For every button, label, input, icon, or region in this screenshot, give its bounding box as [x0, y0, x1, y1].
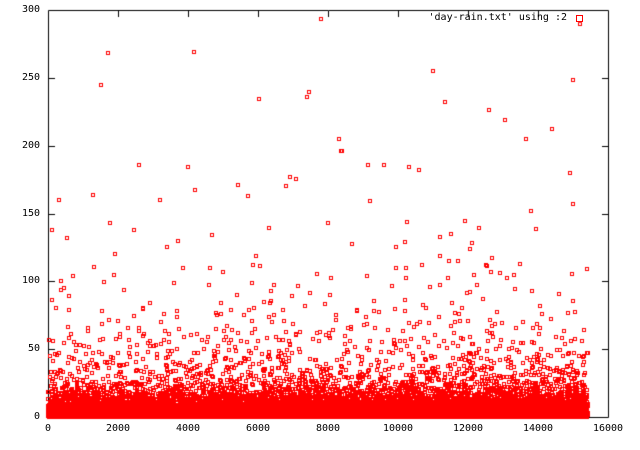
y-tick-label: 150: [21, 208, 40, 219]
y-tick-label: 50: [27, 343, 40, 354]
x-tick-label: 14000: [522, 423, 554, 434]
y-tick-label: 100: [21, 275, 40, 286]
x-tick-label: 8000: [315, 423, 341, 434]
x-tick-label: 6000: [245, 423, 271, 434]
x-tick-label: 0: [44, 423, 52, 434]
legend-label: 'day-rain.txt' using :2: [428, 12, 567, 23]
x-tick-label: 16000: [592, 423, 624, 434]
y-tick-label: 250: [21, 72, 40, 83]
x-tick-label: 4000: [175, 423, 201, 434]
legend: 'day-rain.txt' using :2: [429, 12, 583, 24]
x-tick-label: 10000: [382, 423, 414, 434]
y-tick-label: 0: [33, 411, 40, 422]
legend-marker-icon: [576, 14, 583, 22]
y-tick-label: 200: [21, 140, 40, 151]
x-tick-label: 2000: [105, 423, 131, 434]
x-tick-label: 12000: [452, 423, 484, 434]
y-tick-label: 300: [21, 4, 40, 15]
